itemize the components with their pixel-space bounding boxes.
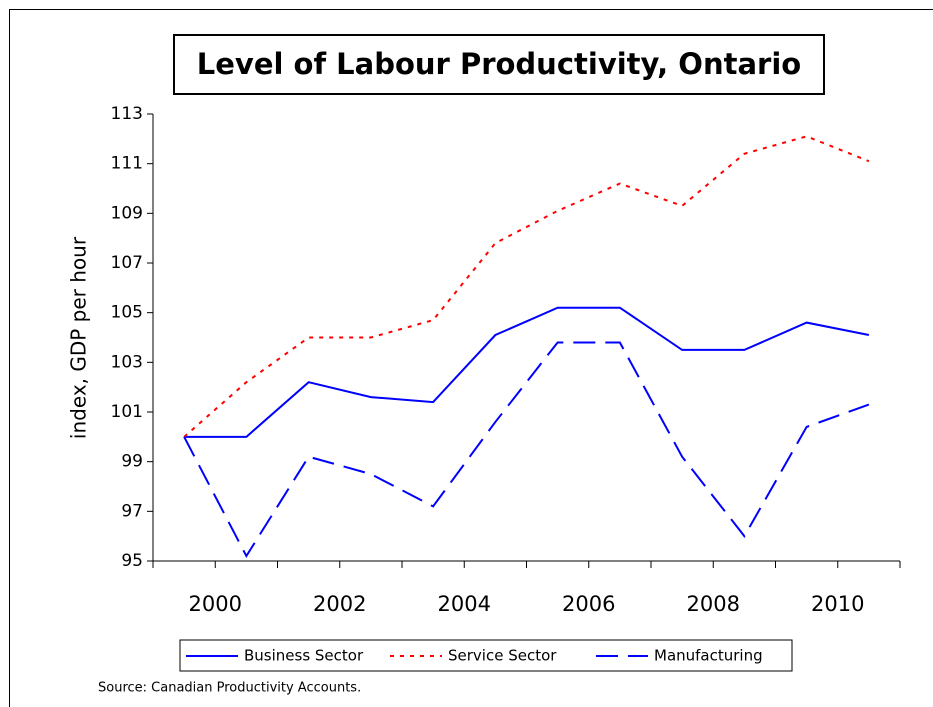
- y-tick-label: 101: [111, 402, 143, 422]
- x-tick-label: 2010: [811, 592, 864, 616]
- series-line: [183, 341, 870, 559]
- series-line: [184, 306, 870, 438]
- legend-box: [179, 639, 793, 672]
- legend-label: Manufacturing: [654, 647, 763, 665]
- x-tick-label: 2006: [562, 592, 615, 616]
- title-box: [173, 34, 825, 95]
- x-tick-label: 2000: [189, 592, 242, 616]
- x-tick-label: 2008: [687, 592, 740, 616]
- legend-label: Service Sector: [448, 647, 557, 665]
- y-tick-label: 95: [121, 551, 143, 571]
- y-tick-label: 105: [111, 303, 143, 323]
- chart-title: Level of Labour Productivity, Ontario: [197, 47, 801, 81]
- y-tick-label: 97: [121, 501, 143, 521]
- y-tick-label: 107: [111, 253, 143, 273]
- y-tick-label: 109: [111, 203, 143, 223]
- y-tick-label: 113: [111, 104, 143, 124]
- chart-frame: [9, 9, 933, 707]
- legend-label: Business Sector: [244, 647, 364, 665]
- x-tick-label: 2004: [438, 592, 491, 616]
- y-tick-label: 99: [121, 452, 143, 472]
- series-line: [183, 135, 870, 438]
- source-note: Source: Canadian Productivity Accounts.: [98, 681, 361, 696]
- x-tick-label: 2002: [313, 592, 366, 616]
- y-axis-label: index, GDP per hour: [67, 236, 91, 439]
- y-tick-label: 103: [111, 352, 143, 372]
- y-tick-label: 111: [111, 154, 143, 174]
